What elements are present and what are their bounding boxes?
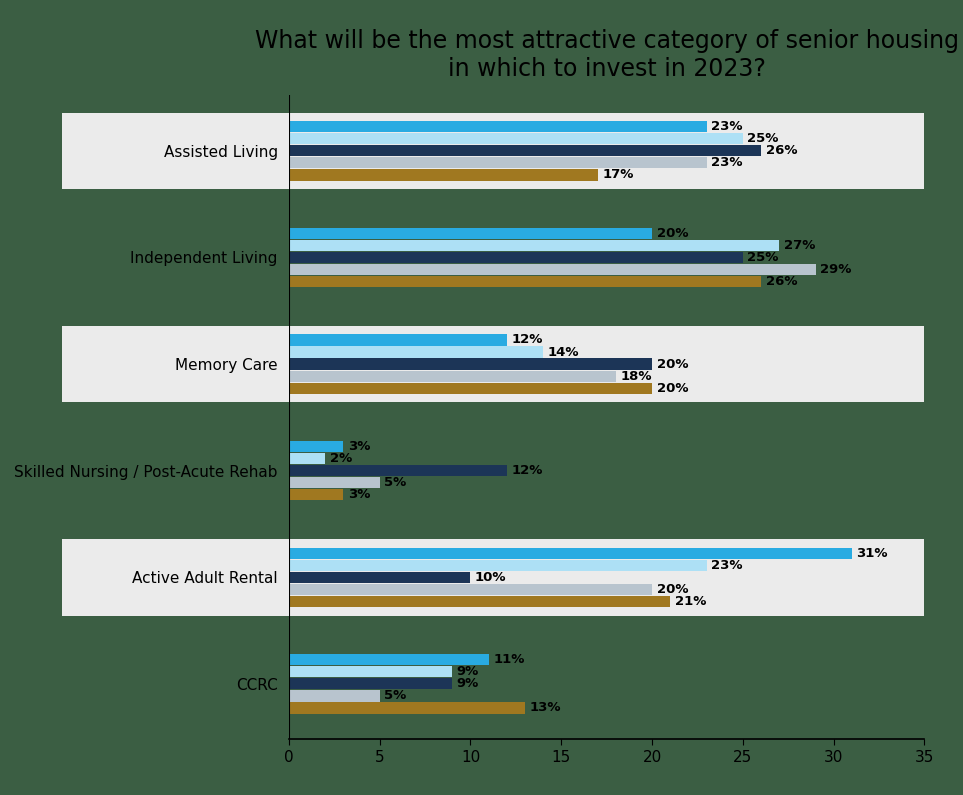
Bar bbox=[289, 347, 543, 358]
Text: 23%: 23% bbox=[711, 120, 742, 134]
Bar bbox=[289, 276, 761, 287]
Bar bbox=[289, 228, 652, 239]
Text: 10%: 10% bbox=[475, 571, 507, 584]
Text: 12%: 12% bbox=[511, 464, 543, 477]
Text: 25%: 25% bbox=[747, 132, 779, 145]
Bar bbox=[289, 572, 471, 583]
Text: 9%: 9% bbox=[456, 665, 480, 678]
Title: What will be the most attractive category of senior housing
in which to invest i: What will be the most attractive categor… bbox=[254, 29, 959, 81]
Bar bbox=[289, 441, 344, 452]
Bar bbox=[289, 264, 816, 275]
Bar bbox=[289, 169, 598, 180]
Text: 2%: 2% bbox=[329, 452, 352, 465]
Text: 27%: 27% bbox=[784, 239, 815, 252]
Text: 20%: 20% bbox=[657, 227, 689, 240]
Text: 3%: 3% bbox=[348, 440, 371, 453]
Text: 23%: 23% bbox=[711, 157, 742, 169]
Text: 9%: 9% bbox=[456, 677, 480, 690]
Bar bbox=[62, 326, 924, 402]
Bar bbox=[289, 145, 761, 157]
Bar bbox=[289, 370, 615, 382]
Bar bbox=[289, 690, 379, 701]
Text: 17%: 17% bbox=[602, 169, 634, 181]
Bar bbox=[289, 666, 453, 677]
Text: 11%: 11% bbox=[493, 653, 525, 666]
Text: 20%: 20% bbox=[657, 583, 689, 595]
Bar bbox=[289, 335, 507, 346]
Bar bbox=[289, 560, 707, 571]
Bar bbox=[289, 654, 488, 665]
Text: 14%: 14% bbox=[548, 346, 579, 359]
Bar bbox=[289, 453, 325, 464]
Bar bbox=[289, 702, 525, 714]
Bar bbox=[289, 382, 652, 394]
Bar bbox=[289, 489, 344, 500]
Bar bbox=[289, 359, 652, 370]
Text: 13%: 13% bbox=[530, 701, 561, 715]
Bar bbox=[289, 678, 453, 689]
Text: 25%: 25% bbox=[747, 251, 779, 264]
Text: 29%: 29% bbox=[820, 263, 851, 276]
Bar bbox=[289, 121, 707, 133]
Bar bbox=[289, 584, 652, 595]
Bar bbox=[289, 252, 742, 263]
Text: 5%: 5% bbox=[384, 476, 406, 489]
Bar bbox=[289, 134, 742, 145]
Text: 26%: 26% bbox=[766, 275, 797, 288]
Text: 12%: 12% bbox=[511, 333, 543, 347]
Bar bbox=[289, 240, 779, 251]
Bar bbox=[62, 539, 924, 615]
Text: 3%: 3% bbox=[348, 488, 371, 502]
Bar bbox=[289, 465, 507, 476]
Text: 20%: 20% bbox=[657, 382, 689, 394]
Text: 20%: 20% bbox=[657, 358, 689, 370]
Text: 5%: 5% bbox=[384, 689, 406, 703]
Bar bbox=[289, 548, 852, 559]
Text: 18%: 18% bbox=[620, 370, 652, 382]
Bar bbox=[289, 595, 670, 607]
Bar bbox=[62, 113, 924, 189]
Text: 31%: 31% bbox=[856, 547, 888, 560]
Text: 21%: 21% bbox=[675, 595, 706, 608]
Bar bbox=[289, 157, 707, 169]
Bar bbox=[289, 477, 379, 488]
Text: 23%: 23% bbox=[711, 559, 742, 572]
Text: 26%: 26% bbox=[766, 145, 797, 157]
